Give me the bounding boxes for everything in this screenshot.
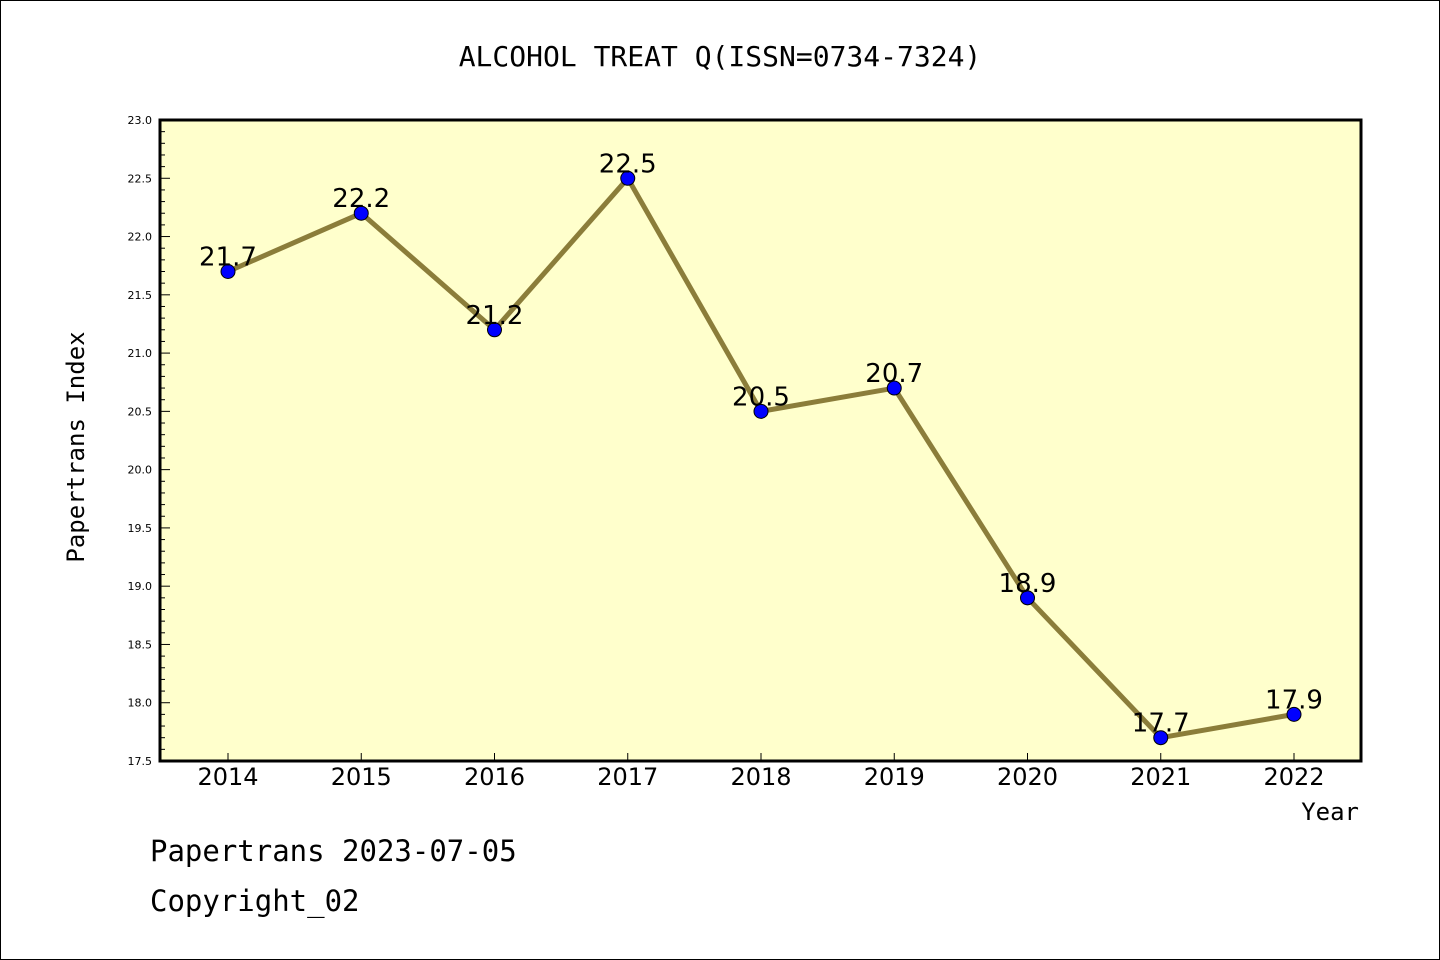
x-tick-label: 2020 <box>997 763 1058 791</box>
data-label: 22.2 <box>332 184 390 214</box>
y-tick-label: 22.5 <box>128 172 153 185</box>
data-label: 20.5 <box>732 382 790 412</box>
data-label: 21.2 <box>466 301 524 331</box>
y-axis-title: Papertrans Index <box>62 331 90 562</box>
y-tick-label: 17.5 <box>128 755 153 768</box>
y-tick-label: 21.0 <box>128 347 153 360</box>
y-tick-label: 23.0 <box>128 114 153 127</box>
y-tick-label: 20.0 <box>128 464 153 477</box>
x-tick-label: 2016 <box>464 763 525 791</box>
y-tick-label: 22.0 <box>128 231 153 244</box>
data-label: 17.9 <box>1265 685 1323 715</box>
data-point <box>1020 590 1035 606</box>
data-label: 22.5 <box>599 149 657 179</box>
data-point <box>753 403 769 419</box>
y-tick-label: 18.0 <box>128 697 153 710</box>
x-tick-label: 2015 <box>331 763 392 791</box>
data-label: 17.7 <box>1132 709 1190 739</box>
plot-area <box>160 120 1361 761</box>
y-tick-label: 18.5 <box>128 638 153 651</box>
data-point <box>620 170 636 186</box>
x-tick-label: 2018 <box>730 763 791 791</box>
data-label: 20.7 <box>865 359 923 389</box>
data-point <box>886 380 902 396</box>
data-point <box>1153 730 1169 746</box>
x-tick-label: 2021 <box>1130 763 1191 791</box>
data-point <box>220 264 236 280</box>
y-tick-label: 19.5 <box>128 522 153 535</box>
data-label: 18.9 <box>999 569 1057 599</box>
x-axis-title: Year <box>1301 798 1359 826</box>
y-tick-label: 20.5 <box>128 405 153 418</box>
data-point <box>353 205 369 221</box>
data-point <box>1286 706 1302 722</box>
data-point <box>487 322 502 338</box>
plot-border <box>158 118 1363 763</box>
x-tick-label: 2019 <box>864 763 925 791</box>
x-tick-label: 2017 <box>597 763 658 791</box>
data-label: 21.7 <box>199 243 257 273</box>
x-tick-label: 2014 <box>197 763 258 791</box>
chart-title: ALCOHOL TREAT Q(ISSN=0734-7324) <box>459 40 982 73</box>
x-tick-label: 2022 <box>1263 763 1324 791</box>
y-tick-label: 19.0 <box>128 580 153 593</box>
footer-date: Papertrans 2023-07-05 <box>150 834 517 868</box>
y-tick-label: 21.5 <box>128 289 153 302</box>
footer-copyright: Copyright_02 <box>150 884 360 918</box>
